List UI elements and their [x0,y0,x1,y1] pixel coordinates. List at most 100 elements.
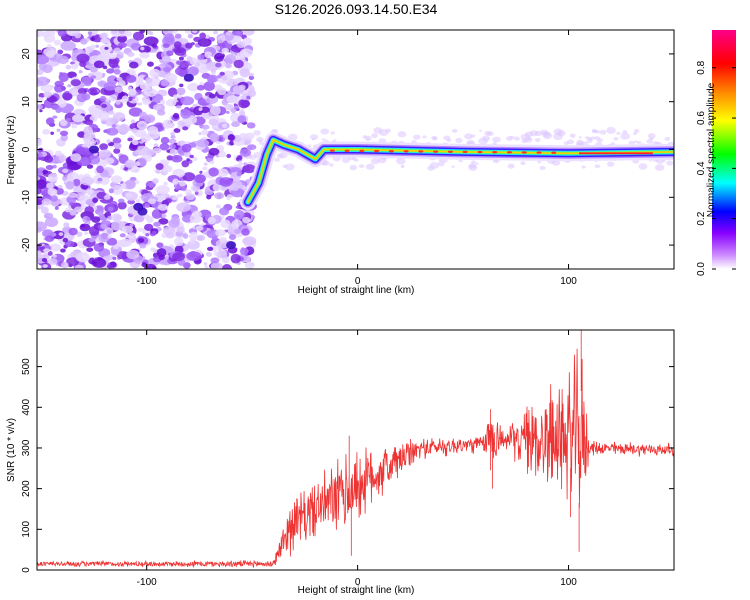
noise-speckle [606,161,615,167]
noise-speckle [513,136,520,141]
noise-speckle [187,33,193,39]
noise-speckle [236,154,243,161]
noise-speckle [520,161,526,166]
noise-speckle [102,65,108,70]
noise-speckle [66,71,77,79]
ridge-hotspot [506,151,512,154]
spectrogram-x-tick-label: 100 [560,276,577,287]
noise-speckle [175,105,182,109]
noise-speckle [139,140,145,144]
noise-speckle [176,87,186,96]
noise-speckle [233,59,244,69]
noise-speckle [170,131,176,137]
noise-speckle [101,51,110,59]
noise-speckle [139,51,150,59]
noise-speckle [214,52,225,63]
noise-speckle [56,128,61,132]
noise-speckle [146,216,154,223]
noise-speckle [181,160,190,168]
noise-speckle [242,236,257,246]
noise-speckle [74,32,82,39]
noise-speckle [186,251,202,262]
noise-speckle [40,206,49,214]
noise-speckle [99,95,107,102]
noise-speckle [101,103,108,108]
noise-speckle [98,149,112,158]
noise-speckle [208,93,216,99]
noise-speckle [127,232,136,240]
noise-speckle [180,96,195,106]
noise-speckle [78,70,83,74]
noise-speckle [165,99,177,107]
noise-speckle [111,213,122,222]
noise-speckle [240,99,251,108]
noise-speckle [224,54,237,64]
noise-speckle [113,148,121,154]
noise-speckle [207,216,216,225]
noise-speckle [178,56,184,61]
noise-speckle [86,164,94,169]
noise-speckle [278,152,288,159]
chart-title: S126.2026.093.14.50.E34 [275,1,438,17]
noise-speckle [193,105,204,116]
noise-speckle [189,214,202,224]
noise-speckle [116,251,130,260]
noise-speckle [47,257,58,265]
noise-blob [226,241,237,250]
snr-y-label: SNR (10 * v/v) [6,418,17,482]
noise-speckle [397,131,407,138]
noise-speckle [385,128,392,133]
snr-y-tick-label: 100 [21,521,32,538]
noise-speckle [242,164,256,174]
noise-speckle [124,159,136,168]
spectrogram-y-tick-label: -10 [21,190,32,205]
noise-speckle [203,81,216,92]
noise-speckle [38,92,45,98]
noise-speckle [45,117,55,126]
noise-speckle [196,63,210,74]
noise-speckle [76,93,88,103]
noise-speckle [106,264,113,269]
noise-speckle [118,30,126,35]
noise-speckle [112,137,122,144]
noise-speckle [162,119,173,129]
noise-speckle [183,151,192,158]
noise-speckle [139,111,148,119]
noise-speckle [47,188,58,196]
noise-speckle [176,193,183,198]
noise-speckle [173,41,182,49]
noise-speckle [257,138,262,142]
noise-speckle [358,164,365,169]
noise-speckle [616,131,621,135]
noise-speckle [92,197,99,203]
noise-speckle [458,159,463,163]
noise-speckle [50,131,54,135]
noise-speckle [221,264,233,269]
noise-speckle [147,126,159,135]
noise-speckle [96,165,104,174]
colorbar-tick-label: 0.8 [696,60,707,74]
noise-speckle [177,94,183,99]
noise-speckle [58,72,69,82]
noise-speckle [98,232,110,243]
noise-speckle [176,226,185,233]
noise-speckle [68,227,78,236]
noise-speckle [226,153,232,159]
noise-speckle [172,252,186,261]
noise-speckle [534,130,543,137]
ridge-hotspot [462,150,468,154]
noise-speckle [216,250,228,259]
noise-speckle [104,46,109,50]
noise-speckle [230,253,241,264]
noise-speckle [196,139,210,148]
noise-speckle [107,110,115,115]
noise-speckle [654,164,665,171]
noise-speckle [117,198,125,203]
noise-speckle [211,71,216,76]
noise-speckle [117,201,127,210]
noise-speckle [199,32,207,40]
noise-speckle [140,46,145,51]
noise-speckle [225,31,231,36]
noise-speckle [567,139,575,145]
snr-y-tick-label: 0 [21,567,32,573]
